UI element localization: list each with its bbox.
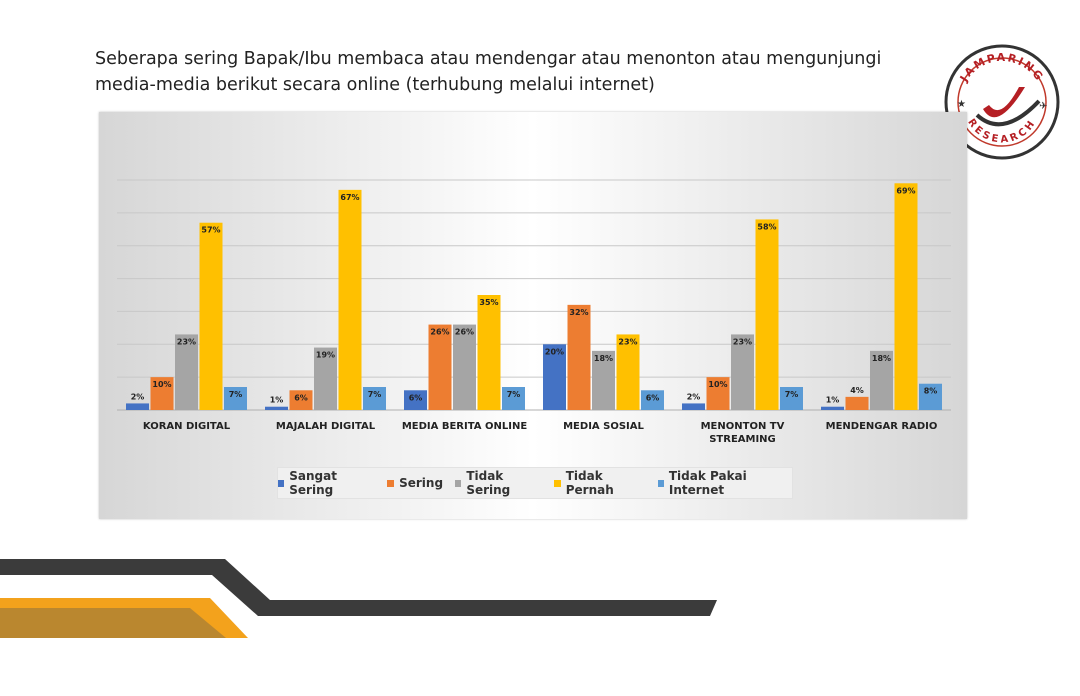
bar-tidak-sering [731, 334, 754, 410]
legend-item: Tidak Pernah [554, 469, 645, 497]
chart-legend: Sangat Sering Sering Tidak Sering Tidak Per… [277, 467, 793, 499]
bar-tidak-pakai-internet [224, 387, 247, 410]
data-label: 7% [507, 390, 521, 399]
data-label: 10% [708, 380, 727, 389]
legend-swatch [387, 479, 395, 487]
bar-sangat-sering [682, 403, 705, 410]
category-label: MENONTON TV STREAMING [701, 421, 785, 445]
svg-text:✈: ✈ [1039, 101, 1047, 112]
data-label: 6% [294, 393, 308, 402]
data-label: 4% [850, 386, 864, 395]
category-label: MEDIA SOSIAL [563, 421, 644, 432]
bar-sangat-sering [543, 344, 566, 410]
bar-sering [428, 324, 452, 410]
legend-swatch [278, 479, 285, 487]
data-label: 7% [229, 390, 243, 399]
bar-tidak-pakai-internet [641, 390, 664, 410]
data-label: 67% [340, 193, 359, 202]
jamparing-research-logo: JAMPARING RESEARCH ★ ✈ [944, 44, 1060, 160]
legend-item: Sangat Sering [278, 469, 375, 497]
bar-chart: 2% 10% 23% 57% 7% KORAN DIGITAL 1% 6% 19% 67% 7% MA… [117, 179, 951, 445]
legend-label: Tidak Pakai Internet [668, 469, 747, 497]
legend-label: Sangat Sering [289, 469, 337, 497]
data-label: 23% [177, 337, 196, 346]
bar-sering [289, 390, 313, 410]
bar-tidak-pernah [894, 183, 918, 410]
data-label: 1% [270, 396, 284, 405]
bar-sering [567, 304, 591, 410]
legend-item: Sering [387, 476, 443, 490]
category-label: KORAN DIGITAL [143, 421, 231, 432]
data-label: 2% [687, 392, 701, 401]
legend-label: Tidak Pernah [565, 469, 614, 497]
legend-swatch [455, 479, 462, 487]
bar-tidak-pernah [477, 295, 501, 410]
legend-item: Tidak Sering [455, 469, 542, 497]
category-label-line: MENONTON TV [701, 421, 785, 432]
legend-swatch [657, 479, 664, 487]
data-label: 18% [594, 354, 613, 363]
bar-tidak-pakai-internet [919, 383, 942, 410]
data-label: 23% [733, 337, 752, 346]
legend-swatch [554, 479, 561, 487]
bar-sering [706, 377, 730, 410]
legend-item: Tidak Pakai Internet [657, 469, 792, 497]
data-label: 6% [646, 393, 660, 402]
data-label: 6% [409, 393, 423, 402]
bar-tidak-sering [592, 350, 615, 410]
data-label: 69% [896, 186, 915, 195]
data-label: 23% [618, 337, 637, 346]
category-label-line: MAJALAH DIGITAL [276, 421, 376, 432]
bar-tidak-pernah [616, 334, 640, 410]
bar-tidak-pakai-internet [780, 387, 803, 410]
bar-tidak-pernah [338, 189, 362, 410]
legend-label: Tidak Sering [466, 469, 511, 497]
category-label-line: MEDIA BERITA ONLINE [402, 421, 527, 432]
category-label: MENDENGAR RADIO [826, 421, 938, 432]
svg-text:★: ★ [957, 99, 966, 110]
legend-label: Sering [399, 476, 444, 490]
bar-tidak-sering [453, 324, 476, 410]
data-label: 18% [872, 354, 891, 363]
bar-tidak-sering [870, 350, 893, 410]
bar-tidak-pakai-internet [502, 387, 525, 410]
data-label: 35% [479, 298, 498, 307]
bar-tidak-pernah [199, 222, 223, 410]
data-label: 1% [826, 396, 840, 405]
data-label: 19% [316, 351, 335, 360]
category-label-line: MEDIA SOSIAL [563, 421, 644, 432]
category-label-line: STREAMING [709, 434, 776, 445]
bar-sering [150, 377, 174, 410]
data-label: 20% [545, 347, 564, 356]
data-label: 26% [430, 328, 449, 337]
bar-tidak-pernah [755, 219, 779, 410]
category-label-line: KORAN DIGITAL [143, 421, 231, 432]
bar-sangat-sering [126, 403, 149, 410]
bar-tidak-pakai-internet [363, 387, 386, 410]
data-label: 57% [201, 226, 220, 235]
chart-panel: 2% 10% 23% 57% 7% KORAN DIGITAL 1% 6% 19% 67% 7% MA… [99, 112, 967, 519]
data-label: 26% [455, 328, 474, 337]
question-text: Seberapa sering Bapak/Ibu membaca atau m… [95, 49, 882, 95]
bar-tidak-sering [175, 334, 198, 410]
data-label: 8% [924, 387, 938, 396]
decorative-stripes [0, 559, 717, 638]
bar-sangat-sering [404, 390, 427, 410]
data-label: 32% [569, 308, 588, 317]
bar-sangat-sering [821, 406, 844, 410]
category-label-line: MENDENGAR RADIO [826, 421, 938, 432]
bar-sangat-sering [265, 406, 288, 410]
data-label: 2% [131, 392, 145, 401]
data-label: 7% [785, 390, 799, 399]
data-label: 58% [757, 222, 776, 231]
category-label: MEDIA BERITA ONLINE [402, 421, 527, 432]
data-label: 7% [368, 390, 382, 399]
bar-tidak-sering [314, 347, 337, 410]
data-label: 10% [152, 380, 171, 389]
bar-sering [845, 396, 869, 410]
category-label: MAJALAH DIGITAL [276, 421, 376, 432]
